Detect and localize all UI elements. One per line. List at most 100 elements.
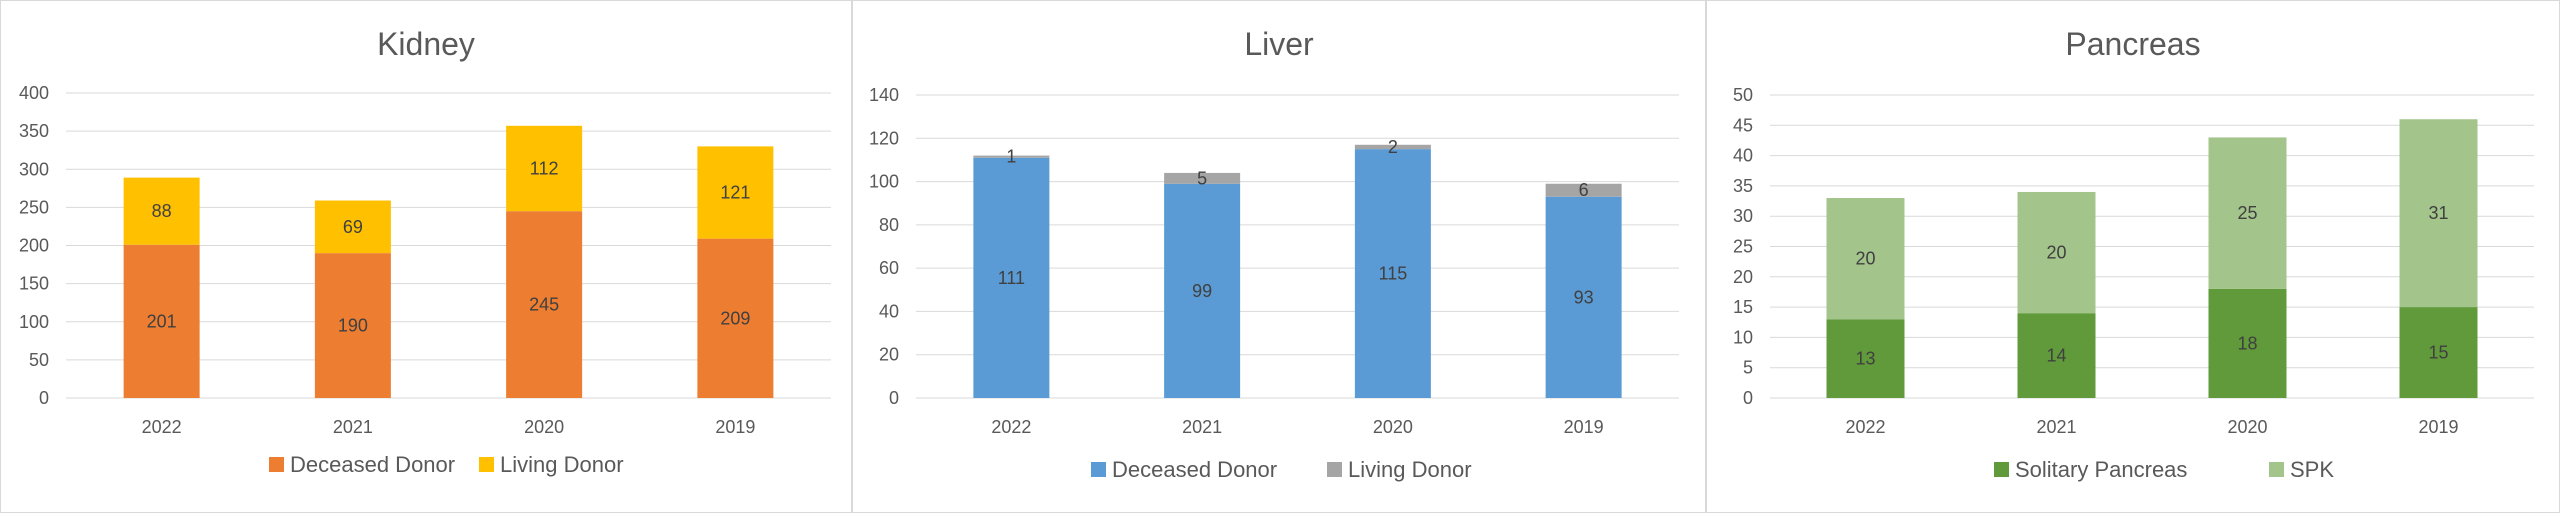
y-tick-label: 0 bbox=[889, 388, 899, 408]
data-label: 245 bbox=[529, 295, 559, 315]
bar-solitary-pancreas bbox=[2017, 313, 2096, 398]
pancreas-chart-panel: Pancreas 0 5 10 15 20 25 30 35 40 45 50 13 20 2022 14 20… bbox=[1706, 0, 2560, 513]
y-tick-label: 350 bbox=[19, 121, 49, 141]
y-tick-label: 0 bbox=[39, 388, 49, 408]
x-tick-label: 2022 bbox=[142, 417, 182, 437]
legend-label: Deceased Donor bbox=[1112, 457, 1277, 482]
y-tick-label: 20 bbox=[1733, 267, 1753, 287]
y-tick-label: 60 bbox=[879, 258, 899, 278]
y-tick-label: 100 bbox=[869, 172, 899, 192]
bar-deceased-donor bbox=[973, 157, 1050, 398]
data-label: 88 bbox=[152, 201, 172, 221]
y-tick-label: 400 bbox=[19, 83, 49, 103]
data-label: 121 bbox=[720, 183, 750, 203]
data-label: 14 bbox=[2046, 346, 2066, 366]
data-label: 111 bbox=[998, 268, 1025, 288]
legend-swatch-deceased-donor bbox=[269, 457, 284, 472]
x-tick-label: 2020 bbox=[524, 417, 564, 437]
legend-label: Solitary Pancreas bbox=[2015, 457, 2187, 482]
x-tick-label: 2021 bbox=[1182, 417, 1222, 437]
y-tick-label: 150 bbox=[19, 274, 49, 294]
y-tick-label: 140 bbox=[869, 85, 899, 105]
legend-swatch-spk bbox=[2269, 462, 2284, 477]
data-label: 20 bbox=[1855, 249, 1875, 269]
data-label: 201 bbox=[147, 311, 177, 331]
y-tick-label: 30 bbox=[1733, 206, 1753, 226]
legend-label: Deceased Donor bbox=[290, 452, 455, 477]
bar-living-donor bbox=[506, 125, 583, 212]
y-tick-label: 45 bbox=[1733, 115, 1753, 135]
data-label: 112 bbox=[530, 158, 559, 178]
data-label: 115 bbox=[1379, 264, 1408, 284]
bar-deceased-donor bbox=[123, 244, 200, 398]
y-tick-label: 15 bbox=[1733, 297, 1753, 317]
y-tick-label: 80 bbox=[879, 215, 899, 235]
data-label: 93 bbox=[1574, 287, 1594, 307]
legend-swatch-living-donor bbox=[479, 457, 494, 472]
y-tick-label: 10 bbox=[1733, 327, 1753, 347]
data-label: 15 bbox=[2428, 343, 2448, 363]
bar-deceased-donor bbox=[1164, 183, 1241, 398]
data-label: 6 bbox=[1579, 180, 1589, 200]
data-label: 209 bbox=[720, 308, 750, 328]
y-tick-label: 300 bbox=[19, 159, 49, 179]
liver-chart-title: Liver bbox=[1244, 26, 1314, 62]
x-tick-label: 2020 bbox=[2227, 417, 2267, 437]
data-label: 1 bbox=[1006, 147, 1016, 167]
x-tick-label: 2021 bbox=[2036, 417, 2076, 437]
bar-deceased-donor bbox=[1354, 149, 1431, 398]
y-tick-label: 250 bbox=[19, 197, 49, 217]
kidney-chart: Kidney 0 50 100 150 200 250 300 350 400 201 88 2022 1… bbox=[19, 26, 831, 477]
bar-deceased-donor bbox=[1545, 196, 1622, 398]
bar-spk bbox=[2017, 191, 2096, 314]
liver-chart-panel: Liver 0 20 40 60 80 100 120 140 111 1 2022 99 5 2021 11… bbox=[852, 0, 1706, 513]
bar-deceased-donor bbox=[697, 238, 774, 398]
y-tick-label: 200 bbox=[19, 236, 49, 256]
y-tick-label: 100 bbox=[19, 312, 49, 332]
y-tick-label: 25 bbox=[1733, 237, 1753, 257]
y-tick-label: 120 bbox=[869, 128, 899, 148]
bar-living-donor bbox=[123, 177, 200, 245]
x-tick-label: 2020 bbox=[1373, 417, 1413, 437]
data-label: 99 bbox=[1192, 281, 1212, 301]
data-label: 2 bbox=[1388, 137, 1398, 157]
bar-living-donor bbox=[973, 155, 1050, 158]
x-tick-label: 2022 bbox=[1845, 417, 1885, 437]
x-tick-label: 2021 bbox=[333, 417, 373, 437]
data-label: 31 bbox=[2428, 203, 2448, 223]
y-tick-label: 35 bbox=[1733, 176, 1753, 196]
y-tick-label: 40 bbox=[1733, 146, 1753, 166]
data-label: 5 bbox=[1197, 168, 1207, 188]
y-tick-label: 0 bbox=[1743, 388, 1753, 408]
y-tick-label: 40 bbox=[879, 301, 899, 321]
bar-solitary-pancreas bbox=[1826, 319, 1905, 398]
liver-chart: Liver02040608010012014011112022995202111… bbox=[869, 26, 1679, 482]
bar-spk bbox=[1826, 198, 1905, 320]
bar-deceased-donor bbox=[314, 253, 391, 398]
data-label: 190 bbox=[338, 316, 368, 336]
legend-label: Living Donor bbox=[1348, 457, 1472, 482]
data-label: 18 bbox=[2237, 333, 2257, 353]
bar-living-donor bbox=[1164, 172, 1241, 184]
bar-spk bbox=[2399, 119, 2478, 308]
bar-living-donor bbox=[1545, 183, 1622, 197]
pancreas-chart: Pancreas 0 5 10 15 20 25 30 35 40 45 50 13 20 2022 14 20… bbox=[1733, 26, 2534, 482]
data-label: 25 bbox=[2237, 203, 2257, 223]
y-tick-label: 50 bbox=[1733, 85, 1753, 105]
y-tick-label: 20 bbox=[879, 345, 899, 365]
x-tick-label: 2022 bbox=[991, 417, 1031, 437]
bar-living-donor bbox=[1354, 144, 1431, 150]
legend-swatch-solitary-pancreas bbox=[1994, 462, 2009, 477]
bar-spk bbox=[2208, 137, 2287, 289]
bar-living-donor bbox=[697, 146, 774, 239]
x-tick-label: 2019 bbox=[2418, 417, 2458, 437]
bar-solitary-pancreas bbox=[2208, 288, 2287, 398]
legend-swatch-living-donor bbox=[1327, 462, 1342, 477]
x-tick-label: 2019 bbox=[1564, 417, 1604, 437]
y-tick-label: 5 bbox=[1743, 358, 1753, 378]
bar-deceased-donor bbox=[506, 211, 583, 398]
data-label: 13 bbox=[1855, 349, 1875, 369]
y-tick-label: 50 bbox=[29, 350, 49, 370]
kidney-chart-title: Kidney bbox=[377, 26, 475, 62]
